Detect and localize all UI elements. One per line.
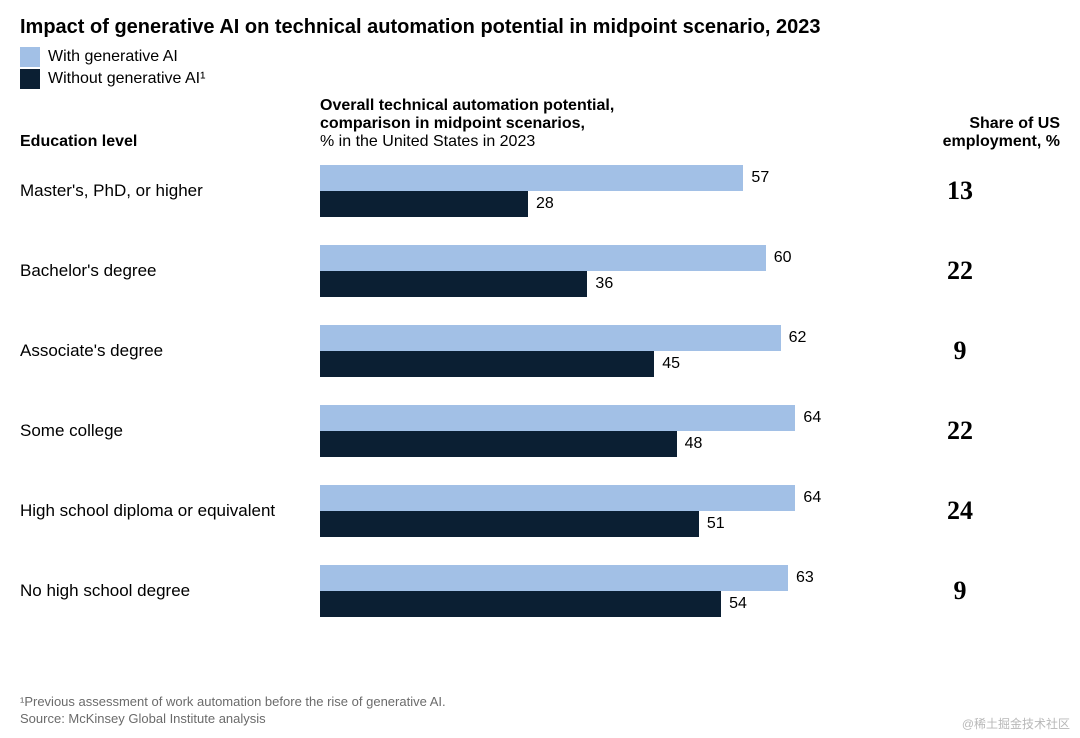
bar-with (320, 325, 781, 351)
header-chart-sub: % in the United States in 2023 (320, 133, 880, 151)
header-share: Share of US employment, % (880, 115, 1060, 151)
education-label: Associate's degree (20, 341, 320, 361)
header-share-line2: employment, % (880, 133, 1060, 151)
bar-line-without: 36 (320, 271, 870, 297)
bar-value-with: 63 (796, 569, 814, 587)
bar-line-without: 54 (320, 591, 870, 617)
bar-with (320, 565, 788, 591)
bar-line-with: 60 (320, 245, 870, 271)
bar-group: 64 48 (320, 405, 880, 457)
legend-swatch-with (20, 47, 40, 67)
bar-without (320, 351, 654, 377)
bar-value-without: 54 (729, 595, 747, 613)
education-label: High school diploma or equivalent (20, 501, 320, 521)
bar-group: 60 36 (320, 245, 880, 297)
chart-row: Some college 64 48 22 (20, 405, 1060, 457)
bar-group: 57 28 (320, 165, 880, 217)
bar-line-without: 45 (320, 351, 870, 377)
share-value: 22 (880, 416, 1060, 446)
bar-with (320, 485, 795, 511)
bar-with (320, 405, 795, 431)
education-label: Some college (20, 421, 320, 441)
header-education: Education level (20, 133, 320, 151)
chart-row: Associate's degree 62 45 9 (20, 325, 1060, 377)
share-value: 13 (880, 176, 1060, 206)
bar-value-without: 36 (595, 275, 613, 293)
share-value: 9 (880, 336, 1060, 366)
legend-label-with: With generative AI (48, 48, 178, 66)
bar-without (320, 591, 721, 617)
chart-title: Impact of generative AI on technical aut… (20, 16, 1060, 39)
bar-group: 62 45 (320, 325, 880, 377)
bar-without (320, 511, 699, 537)
footnotes: ¹Previous assessment of work automation … (20, 693, 446, 728)
header-chart-line1: Overall technical automation potential, (320, 97, 880, 115)
legend-item-without: Without generative AI¹ (20, 69, 1060, 89)
bar-line-with: 63 (320, 565, 870, 591)
chart-rows: Master's, PhD, or higher 57 28 13 Bachelor's… (20, 165, 1060, 617)
chart-row: High school diploma or equivalent 64 51 24 (20, 485, 1060, 537)
bar-without (320, 191, 528, 217)
bar-line-with: 64 (320, 485, 870, 511)
bar-line-with: 57 (320, 165, 870, 191)
bar-line-with: 64 (320, 405, 870, 431)
share-value: 22 (880, 256, 1060, 286)
bar-without (320, 431, 677, 457)
legend: With generative AI Without generative AI… (20, 47, 1060, 89)
bar-value-with: 64 (803, 409, 821, 427)
bar-value-without: 28 (536, 195, 554, 213)
watermark: @稀土掘金技术社区 (962, 715, 1070, 732)
legend-label-without: Without generative AI¹ (48, 70, 205, 88)
header-share-line1: Share of US (880, 115, 1060, 133)
bar-value-without: 48 (685, 435, 703, 453)
bar-line-without: 48 (320, 431, 870, 457)
bar-line-without: 51 (320, 511, 870, 537)
bar-line-with: 62 (320, 325, 870, 351)
bar-value-with: 57 (751, 169, 769, 187)
footnote-text: ¹Previous assessment of work automation … (20, 693, 446, 711)
education-label: No high school degree (20, 581, 320, 601)
header-chart-line2: comparison in midpoint scenarios, (320, 115, 880, 133)
education-label: Bachelor's degree (20, 261, 320, 281)
header-chart: Overall technical automation potential, … (320, 97, 880, 151)
bar-value-with: 62 (789, 329, 807, 347)
education-label: Master's, PhD, or higher (20, 181, 320, 201)
chart-row: Bachelor's degree 60 36 22 (20, 245, 1060, 297)
chart-row: No high school degree 63 54 9 (20, 565, 1060, 617)
column-headers: Education level Overall technical automa… (20, 97, 1060, 151)
bar-without (320, 271, 587, 297)
share-value: 24 (880, 496, 1060, 526)
bar-value-with: 64 (803, 489, 821, 507)
source-text: Source: McKinsey Global Institute analys… (20, 710, 446, 728)
bar-group: 64 51 (320, 485, 880, 537)
bar-value-with: 60 (774, 249, 792, 267)
bar-group: 63 54 (320, 565, 880, 617)
chart-row: Master's, PhD, or higher 57 28 13 (20, 165, 1060, 217)
bar-with (320, 245, 766, 271)
legend-item-with: With generative AI (20, 47, 1060, 67)
bar-value-without: 51 (707, 515, 725, 533)
share-value: 9 (880, 576, 1060, 606)
bar-with (320, 165, 743, 191)
legend-swatch-without (20, 69, 40, 89)
bar-line-without: 28 (320, 191, 870, 217)
bar-value-without: 45 (662, 355, 680, 373)
